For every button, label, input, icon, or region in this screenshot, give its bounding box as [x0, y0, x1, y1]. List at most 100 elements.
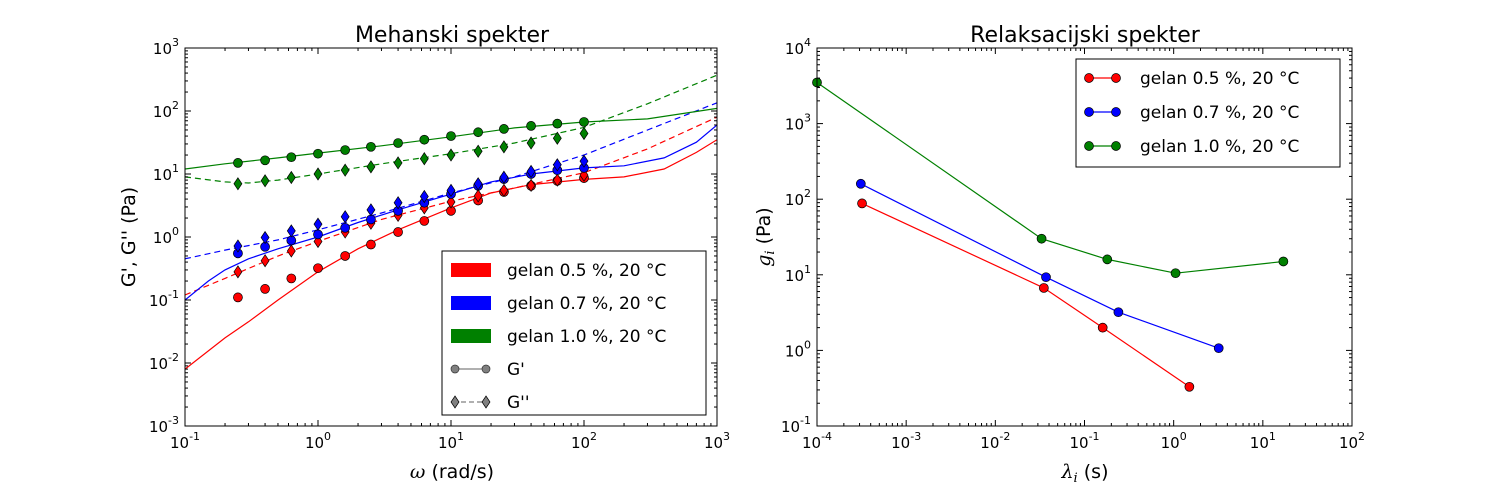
data-point-loss [313, 167, 323, 181]
data-point-storage [233, 292, 243, 303]
data-point-loss [552, 131, 562, 145]
data-point-loss [260, 254, 270, 268]
y-tick-label: 100 [785, 338, 811, 360]
data-point-storage [340, 222, 350, 233]
data-point-storage [446, 131, 456, 141]
data-point-loss [260, 174, 270, 188]
legend-marker [1111, 73, 1121, 83]
legend-marker [450, 364, 460, 374]
x-tick-label: 10-4 [802, 430, 832, 452]
data-point-loss [366, 160, 376, 174]
legend-label: G' [507, 360, 525, 380]
y-tick-label: 102 [153, 99, 179, 121]
chart-relaksacijski-spekter: Relaksacijski spekter 10-4 10-3 10-2 10-1 10… [753, 23, 1365, 486]
data-point-loss [446, 195, 456, 209]
series-line [861, 202, 1190, 388]
data-point-loss [526, 136, 536, 150]
data-point-loss [526, 164, 536, 179]
data-point-storage [366, 141, 376, 152]
data-point [1036, 233, 1047, 244]
data-point-loss [473, 177, 483, 191]
x-axis-label: ω (rad/s) [410, 461, 494, 483]
y-axis-label: G', G'' (Pa) [118, 187, 140, 287]
y-tick-label: 10-1 [149, 288, 179, 310]
legend-label: gelan 0.7 %, 20 °C [1140, 103, 1299, 123]
data-point-storage [579, 117, 589, 127]
legend-entry: gelan 0.5 %, 20 °C [451, 261, 666, 281]
x-tick-label: 103 [704, 430, 730, 452]
legend-marker [1111, 107, 1121, 117]
data-point-storage [313, 229, 323, 240]
data-point-loss [233, 239, 243, 253]
y-tick-label: 10-3 [149, 414, 179, 436]
x-tick-label: 102 [1339, 430, 1365, 452]
data-point-storage [552, 118, 563, 129]
data-point-storage [473, 127, 483, 138]
data-point-loss [552, 173, 562, 187]
data-point-loss [579, 126, 589, 141]
data-point [1184, 381, 1195, 392]
data-point-loss [419, 152, 429, 166]
data-point-storage [233, 158, 243, 168]
data-point-loss [499, 183, 509, 197]
fit-line-loss [185, 116, 717, 296]
y-tick-label: 103 [785, 112, 811, 134]
data-point-loss [473, 144, 483, 158]
x-tick-label: 10-2 [980, 430, 1010, 452]
legend-label: gelan 0.7 %, 20 °C [507, 294, 666, 314]
data-point-storage [313, 148, 323, 159]
data-point-storage [419, 134, 430, 145]
y-tick-label: 102 [785, 187, 811, 209]
x-axis-label: λi (s) [1061, 461, 1109, 486]
data-point-loss [473, 189, 483, 203]
y-axis-label: gi (Pa) [753, 207, 778, 266]
legend-swatch [451, 329, 491, 343]
legend-marker [1084, 107, 1094, 117]
legend-entry: gelan 0.5 %, 20 °C [1084, 69, 1299, 89]
fit-line-loss [185, 74, 717, 184]
data-point-loss [393, 196, 403, 210]
data-point-storage [499, 124, 509, 134]
x-tick-label: 101 [438, 430, 464, 452]
data-point-loss [313, 217, 323, 231]
data-point-loss [340, 210, 350, 224]
data-point-loss [419, 189, 429, 204]
x-tick-label: 102 [571, 430, 597, 452]
legend-marker [450, 395, 460, 409]
data-point [1278, 256, 1289, 267]
legend-entry: gelan 0.7 %, 20 °C [1084, 103, 1299, 123]
legend-label: gelan 1.0 %, 20 °C [1140, 137, 1299, 157]
x-tick-label: 10-1 [1069, 430, 1099, 452]
data-point-loss [286, 244, 296, 258]
y-tick-label: 103 [153, 36, 179, 58]
data-point [1097, 322, 1108, 333]
data-point-loss [579, 154, 589, 168]
data-point-storage [393, 138, 403, 148]
data-point-loss [286, 170, 296, 185]
legend-label: G'' [507, 393, 530, 413]
data-point-loss [526, 178, 536, 192]
data-point-loss [233, 265, 243, 279]
legend-entry: gelan 1.0 %, 20 °C [1084, 137, 1299, 157]
x-tick-label: 10-1 [170, 430, 200, 452]
data-point-storage [260, 284, 270, 294]
y-tick-label: 101 [785, 263, 811, 285]
legend-entry: gelan 0.7 %, 20 °C [451, 294, 666, 314]
legend-marker [1084, 73, 1094, 83]
chart-title: Mehanski spekter [355, 23, 550, 48]
data-point [1038, 283, 1049, 293]
data-point [1213, 343, 1224, 354]
legend-marker [1084, 141, 1094, 151]
data-point-loss [552, 158, 562, 172]
legend-swatch [451, 296, 491, 310]
series-line [860, 183, 1219, 349]
data-point-loss [393, 156, 403, 170]
y-tick-label: 100 [153, 225, 179, 247]
data-point [1170, 268, 1181, 279]
data-point-loss [366, 203, 376, 217]
data-point [857, 198, 867, 209]
data-point-loss [446, 148, 456, 162]
chart-title: Relaksacijski spekter [970, 23, 1201, 48]
legend-label: gelan 0.5 %, 20 °C [507, 261, 666, 281]
